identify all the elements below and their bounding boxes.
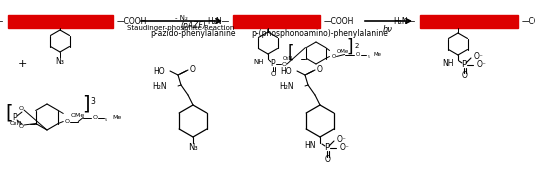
Text: —COOH: —COOH (117, 17, 147, 26)
Text: Me: Me (373, 52, 381, 57)
Text: Me: Me (112, 115, 121, 120)
Text: [: [ (5, 103, 13, 122)
Text: O₂N: O₂N (283, 56, 294, 61)
Text: —COOH: —COOH (324, 17, 354, 26)
Text: (pAZF): (pAZF) (180, 21, 206, 30)
Text: hν: hν (383, 24, 393, 33)
Text: - N₂: - N₂ (174, 15, 187, 21)
Text: OMe: OMe (70, 113, 85, 118)
Text: P: P (461, 61, 467, 70)
Text: ₅: ₅ (105, 117, 108, 122)
Text: NH: NH (254, 59, 264, 65)
Text: P: P (324, 143, 330, 152)
Text: ]: ] (347, 38, 353, 56)
Text: 3: 3 (90, 98, 95, 106)
Text: H₂N: H₂N (152, 83, 167, 92)
Text: OMe: OMe (337, 49, 349, 54)
Text: H₂N—: H₂N— (207, 17, 229, 26)
Text: HO: HO (280, 67, 292, 76)
Bar (8, 14, 113, 27)
Text: O: O (317, 65, 323, 74)
Text: 2: 2 (355, 43, 360, 49)
Text: N₃: N₃ (56, 56, 64, 65)
Text: O: O (271, 71, 277, 77)
Text: p-(phosphonoamino)-phenylalanine: p-(phosphonoamino)-phenylalanine (251, 29, 388, 37)
Bar (233, 14, 320, 27)
Text: NH: NH (442, 58, 454, 68)
Text: O: O (19, 124, 24, 130)
Text: [: [ (288, 44, 294, 62)
Text: O: O (462, 71, 468, 80)
Text: O: O (19, 106, 24, 112)
Text: HN: HN (304, 142, 316, 150)
Text: p-azido-phenylalanine: p-azido-phenylalanine (150, 29, 236, 37)
Text: O: O (325, 156, 331, 165)
Text: +: + (17, 59, 27, 69)
Text: HO: HO (154, 67, 165, 76)
Bar (420, 14, 518, 27)
Text: O: O (65, 119, 70, 124)
Text: O⁻: O⁻ (340, 143, 350, 152)
Text: H₂N: H₂N (279, 83, 294, 92)
Text: N₃: N₃ (188, 143, 198, 152)
Text: ]: ] (82, 95, 90, 114)
Text: O: O (93, 115, 98, 120)
Text: O: O (190, 65, 196, 74)
Text: O⁻: O⁻ (337, 134, 347, 143)
Text: H₂N—: H₂N— (394, 17, 416, 26)
Text: O⁻: O⁻ (474, 52, 484, 61)
Text: O: O (281, 61, 287, 67)
Text: O₂N: O₂N (10, 121, 22, 126)
Text: P: P (271, 59, 276, 68)
Text: —COOH: —COOH (522, 17, 535, 26)
Text: P: P (13, 114, 17, 122)
Text: ₅: ₅ (368, 54, 370, 59)
Text: O: O (331, 54, 335, 59)
Text: Staudinger-phosphite Reaction: Staudinger-phosphite Reaction (127, 25, 235, 31)
Text: O⁻: O⁻ (477, 61, 487, 70)
Text: H₂N—: H₂N— (0, 17, 4, 26)
Text: O: O (355, 52, 360, 57)
